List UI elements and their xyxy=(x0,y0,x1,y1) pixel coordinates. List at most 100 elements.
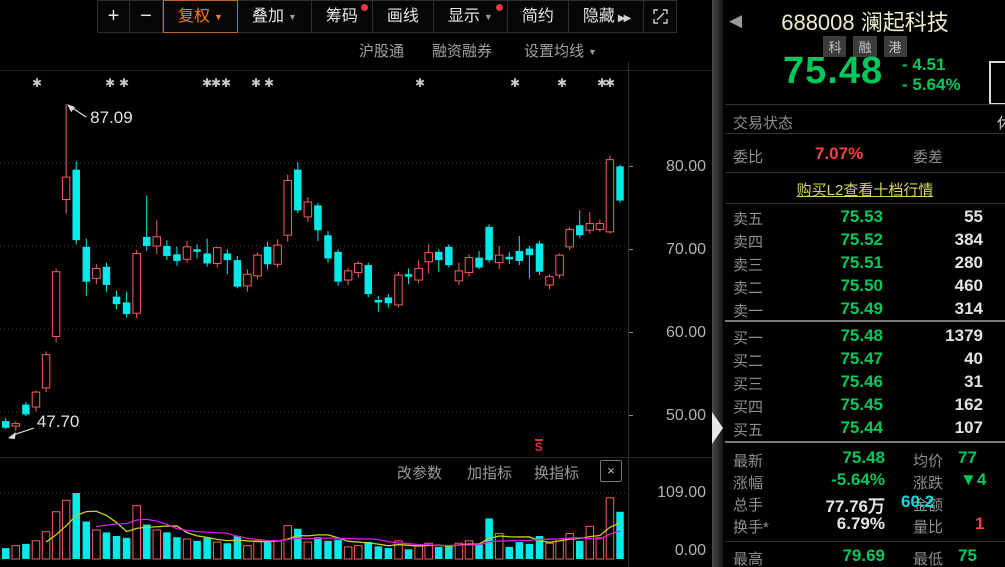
chevron-down-icon: ▼ xyxy=(287,12,297,22)
bid-row[interactable]: 买五 75.44 107 xyxy=(725,416,1005,439)
change-value: - 4.51 xyxy=(902,55,946,74)
price-axis-label: 70.00 xyxy=(665,241,706,258)
bid-level: 买三 xyxy=(733,376,764,393)
simple-mode-button[interactable]: 简约 xyxy=(507,0,569,33)
close-indicator-button[interactable]: × xyxy=(600,460,622,482)
axis-tick xyxy=(628,166,633,167)
expand-panel-arrow-icon[interactable] xyxy=(712,412,723,444)
stat-label: 最高 xyxy=(733,551,764,567)
ask-volume: 460 xyxy=(954,276,983,295)
stat-label: 最新 xyxy=(733,453,764,470)
asterisk-signal-icon: ✱ xyxy=(415,76,426,90)
stats-row: 涨幅 -5.64% 涨跌 ▼4 xyxy=(725,470,1005,492)
display-label: 显示 xyxy=(447,8,480,25)
bid-volume: 31 xyxy=(964,372,983,391)
stat-label: 均价 xyxy=(913,453,944,470)
link-ma-settings[interactable]: 设置均线 ▼ xyxy=(524,40,597,61)
asterisk-signal-icon: ✱ xyxy=(264,76,275,90)
stock-code: 688008 xyxy=(781,10,855,35)
stats-row: 最高 79.69 最低 75 xyxy=(725,546,1005,567)
ask-level: 卖四 xyxy=(733,234,764,251)
price-axis-label: 80.00 xyxy=(665,158,706,175)
hide-toolbar-button[interactable]: 隐藏 ▶▶ xyxy=(568,0,645,33)
bid-volume: 162 xyxy=(954,395,983,414)
asterisk-signal-icon: ✱ xyxy=(557,76,568,90)
ask-level: 卖一 xyxy=(733,303,764,320)
bid-volume: 1379 xyxy=(945,326,983,345)
stat-value: 6.79% xyxy=(836,514,885,533)
asterisk-signal-icon: ✱ xyxy=(605,76,616,90)
bid-price: 75.46 xyxy=(840,372,883,391)
chart-top-border xyxy=(0,70,712,71)
bid-row[interactable]: 买二 75.47 40 xyxy=(725,347,1005,370)
asterisk-signal-icon: ✱ xyxy=(211,76,222,90)
chips-button[interactable]: 筹码 xyxy=(311,0,373,33)
ask-row[interactable]: 卖三 75.51 280 xyxy=(725,251,1005,274)
bid-level: 买一 xyxy=(733,330,764,347)
separator xyxy=(725,104,1005,105)
display-button[interactable]: 显示 ▼ xyxy=(433,0,508,33)
volume-chart[interactable] xyxy=(0,457,628,567)
asterisk-signal-icon: ✱ xyxy=(105,76,116,90)
notification-dot-icon xyxy=(360,4,368,11)
buy-l2-link[interactable]: 购买L2查看十档行情 xyxy=(796,182,934,199)
draw-line-button[interactable]: 画线 xyxy=(372,0,434,33)
ask-price: 75.51 xyxy=(840,253,883,272)
link-hugutong[interactable]: 沪股通 xyxy=(359,43,405,60)
ask-level: 卖二 xyxy=(733,280,764,297)
stat-value-clipped: 1 xyxy=(975,514,985,533)
adjust-price-button[interactable]: 复权 ▼ xyxy=(163,0,238,33)
bid-price: 75.47 xyxy=(840,349,883,368)
last-price: 75.48 xyxy=(783,50,884,92)
zoom-out-button[interactable]: − xyxy=(130,0,163,33)
change-params-link[interactable]: 改参数 xyxy=(397,465,443,482)
zoom-in-button[interactable]: + xyxy=(97,0,130,33)
back-arrow-icon[interactable]: ◀ xyxy=(729,11,743,30)
ask-volume: 55 xyxy=(964,207,983,226)
chart-toolbar: + − 复权 ▼ 叠加 ▼ 筹码 画线 显示 ▼ 简约 隐藏 ▶▶ xyxy=(97,0,678,33)
adjust-price-label: 复权 xyxy=(178,8,211,25)
ask-row[interactable]: 卖一 75.49 314 xyxy=(725,297,1005,320)
kline-chart[interactable]: 87.09 47.70 xyxy=(0,62,628,457)
overlay-label: 叠加 xyxy=(251,8,284,25)
stock-tags: 科 融 港 xyxy=(725,36,1005,57)
stat-value-clipped: 75 xyxy=(958,546,977,565)
axis-border xyxy=(628,62,629,567)
overlay-button[interactable]: 叠加 ▼ xyxy=(237,0,312,33)
panel-splitter[interactable] xyxy=(712,0,723,567)
asterisk-signal-icon: ✱ xyxy=(202,76,213,90)
bid-row[interactable]: 买三 75.46 31 xyxy=(725,370,1005,393)
fullscreen-button[interactable] xyxy=(644,0,678,33)
asterisk-signal-icon: ✱ xyxy=(251,76,262,90)
weibi-value: 7.07% xyxy=(815,144,864,163)
ask-level: 卖三 xyxy=(733,257,764,274)
ask-row[interactable]: 卖五 75.53 55 xyxy=(725,205,1005,228)
axis-tick xyxy=(628,332,633,333)
book-separator xyxy=(725,320,1005,322)
stat-value-clipped: 77 xyxy=(958,448,977,467)
tag-kechuang: 科 xyxy=(823,36,847,57)
stats-row: 最新 75.48 均价 77 xyxy=(725,448,1005,470)
bid-price: 75.45 xyxy=(840,395,883,414)
asterisk-signal-icon: ✱ xyxy=(32,76,43,90)
stock-title: 688008 澜起科技 xyxy=(725,5,1005,37)
ask-row[interactable]: 卖四 75.52 384 xyxy=(725,228,1005,251)
stat-label: 涨幅 xyxy=(733,475,764,492)
switch-indicator-link[interactable]: 换指标 xyxy=(534,465,580,482)
bid-row[interactable]: 买四 75.45 162 xyxy=(725,393,1005,416)
link-margin-trading[interactable]: 融资融券 xyxy=(432,43,493,60)
bid-volume: 40 xyxy=(964,349,983,368)
separator xyxy=(725,541,1005,542)
ask-price: 75.53 xyxy=(840,207,883,226)
ask-row[interactable]: 卖二 75.50 460 xyxy=(725,274,1005,297)
book-separator xyxy=(725,441,1005,443)
stats-row: 总手 77.76万 金额 60.2 xyxy=(725,492,1005,516)
price-axis-label: 50.00 xyxy=(665,407,706,424)
bid-row[interactable]: 买一 75.48 1379 xyxy=(725,324,1005,347)
close-icon: × xyxy=(607,463,615,478)
ask-volume: 384 xyxy=(954,230,983,249)
stock-name: 澜起科技 xyxy=(860,10,949,35)
clipped-side-button[interactable] xyxy=(989,61,1005,105)
add-indicator-link[interactable]: 加指标 xyxy=(467,465,513,482)
